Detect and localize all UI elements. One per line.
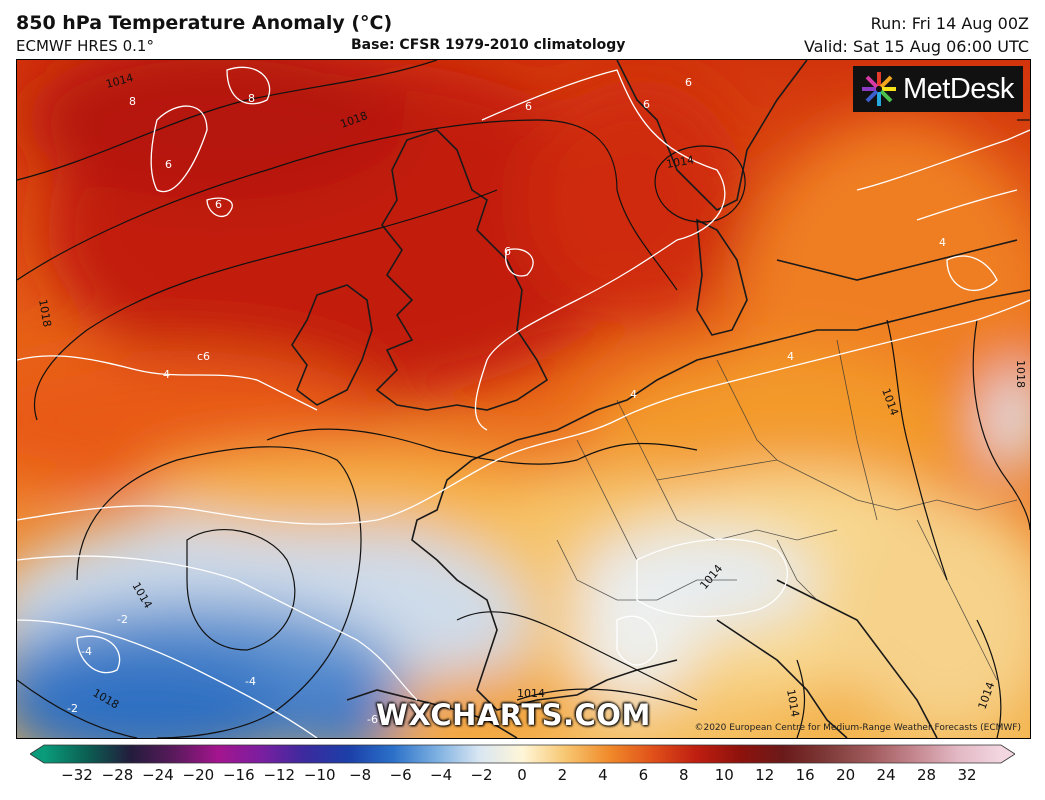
anomaly-contours <box>17 66 1030 738</box>
anomaly-label: 6 <box>643 98 650 111</box>
colorbar-tick-label: 16 <box>795 766 815 784</box>
colorbar-tick-label: 2 <box>557 766 568 784</box>
anomaly-label: 4 <box>939 236 946 249</box>
isobars <box>17 60 1030 738</box>
colorbar-tick-label: 8 <box>679 766 689 784</box>
colorbar-tick-label: −8 <box>349 766 372 784</box>
colorbar-tick-label: −12 <box>263 766 296 784</box>
colorbar-tick-label: 28 <box>916 766 937 784</box>
anomaly-map[interactable]: 1014 1018 1014 1018 1014 1014 1018 1014 … <box>16 59 1031 739</box>
anomaly-label: 6 <box>165 158 172 171</box>
colorbar-tick-label: 0 <box>517 766 527 784</box>
brand-name: MetDesk <box>903 72 1014 105</box>
anomaly-label: 4 <box>787 350 794 363</box>
watermark: WXCHARTS.COM <box>376 698 651 732</box>
colorbar-tick-label: −4 <box>430 766 453 784</box>
anomaly-label: 8 <box>248 92 255 105</box>
colorbar-tick-label: 4 <box>598 766 608 784</box>
colorbar-tick-label: −28 <box>101 766 134 784</box>
anomaly-labels: 8 8 6 6 6 6 6 c6 4 4 4 4 -2 -4 -4 -2 -6 … <box>67 76 946 726</box>
colorbar-tick-label: −6 <box>389 766 412 784</box>
metdesk-logo: MetDesk <box>853 66 1023 112</box>
anomaly-label: -4 <box>245 675 256 688</box>
colorbar-tick-label: 6 <box>638 766 649 784</box>
anomaly-label: 8 <box>129 95 136 108</box>
colorbar-tick-label: −10 <box>303 766 336 784</box>
valid-time: Valid: Sat 15 Aug 06:00 UTC <box>803 37 1029 56</box>
anomaly-label: -4 <box>81 645 92 658</box>
colorbar-tick-label: 20 <box>836 766 856 784</box>
anomaly-label: -2 <box>67 702 78 715</box>
metdesk-logo-icon <box>862 72 896 106</box>
anomaly-label: -2 <box>117 613 128 626</box>
colorbar-tick-label: −32 <box>61 766 93 784</box>
run-time: Run: Fri 14 Aug 00Z <box>870 14 1029 33</box>
colorbar-tick-label: −20 <box>182 766 215 784</box>
climatology-base: Base: CFSR 1979-2010 climatology <box>351 37 626 53</box>
anomaly-label: 6 <box>504 245 511 258</box>
colorbar-tick-label: 24 <box>876 766 896 784</box>
coastlines <box>291 60 1030 738</box>
anomaly-label: c6 <box>197 350 210 363</box>
colorbar-tick-label: 10 <box>714 766 734 784</box>
anomaly-label: 4 <box>630 388 637 401</box>
isobar-label: 1018 <box>36 298 54 328</box>
anomaly-label: -6 <box>367 713 378 726</box>
isobar-label: 1014 <box>517 687 545 700</box>
isobar-label: 1014 <box>784 688 802 718</box>
colorbar-tick-label: −16 <box>222 766 255 784</box>
colorbar-tick-label: 12 <box>755 766 775 784</box>
colorbar-tick-label: 32 <box>957 766 977 784</box>
colorbar-tick-label: −2 <box>470 766 493 784</box>
isobar-label: 1014 <box>665 153 695 171</box>
anomaly-label: 6 <box>215 198 222 211</box>
model-name: ECMWF HRES 0.1° <box>16 37 154 55</box>
chart-title: 850 hPa Temperature Anomaly (°C) <box>16 12 393 34</box>
data-credit: ©2020 European Centre for Medium-Range W… <box>694 723 1021 733</box>
anomaly-label: 6 <box>685 76 692 89</box>
isobar-label: 1018 <box>1014 360 1027 388</box>
map-canvas: 1014 1018 1014 1018 1014 1014 1018 1014 … <box>17 60 1030 738</box>
colorbar-tick-label: −24 <box>142 766 174 784</box>
anomaly-label: 4 <box>163 368 170 381</box>
anomaly-label: 6 <box>525 100 532 113</box>
colorbar <box>30 744 1015 764</box>
